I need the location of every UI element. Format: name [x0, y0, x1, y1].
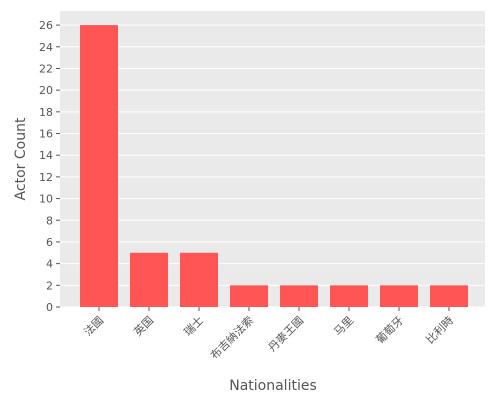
y-tick-label: 18	[39, 106, 53, 119]
x-axis-title: Nationalities	[229, 378, 317, 394]
y-tick-label: 14	[39, 149, 53, 162]
x-tick-label: 葡萄牙	[374, 314, 407, 347]
gridlines	[60, 24, 485, 308]
x-tick-label: 英国	[131, 313, 156, 338]
x-tick-label: 马里	[331, 314, 356, 339]
x-tick-label: 比利時	[424, 314, 457, 347]
y-tick-label: 24	[39, 41, 53, 54]
y-tick-label: 6	[46, 236, 53, 249]
y-tick-label: 16	[39, 128, 53, 141]
bar	[380, 285, 418, 307]
x-axis-ticks: 法國 英国 瑞士 布吉納法索 丹麥王國 马里 葡萄牙 比利時	[81, 307, 456, 362]
y-tick-label: 26	[39, 19, 53, 32]
y-tick-label: 10	[39, 193, 53, 206]
plot-area	[60, 11, 485, 307]
bar	[230, 285, 268, 307]
y-tick-label: 0	[46, 301, 53, 314]
bar	[330, 285, 368, 307]
bar	[80, 25, 118, 307]
x-tick-label: 丹麥王國	[266, 314, 306, 354]
bar	[280, 285, 318, 307]
y-tick-label: 20	[39, 84, 53, 97]
y-tick-label: 2	[46, 279, 53, 292]
y-tick-label: 8	[46, 214, 53, 227]
y-tick-label: 12	[39, 171, 53, 184]
bar	[180, 252, 218, 307]
y-tick-label: 22	[39, 62, 53, 75]
bar	[130, 252, 168, 307]
y-axis-title: Actor Count	[13, 117, 29, 200]
bars	[80, 25, 468, 307]
y-tick-label: 4	[46, 258, 53, 271]
bar	[430, 285, 468, 307]
x-tick-label: 布吉納法索	[207, 313, 256, 362]
x-tick-label: 法國	[81, 313, 106, 338]
x-tick-label: 瑞士	[181, 313, 206, 338]
